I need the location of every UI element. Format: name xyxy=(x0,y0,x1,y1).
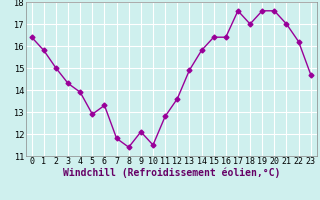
X-axis label: Windchill (Refroidissement éolien,°C): Windchill (Refroidissement éolien,°C) xyxy=(62,168,280,178)
